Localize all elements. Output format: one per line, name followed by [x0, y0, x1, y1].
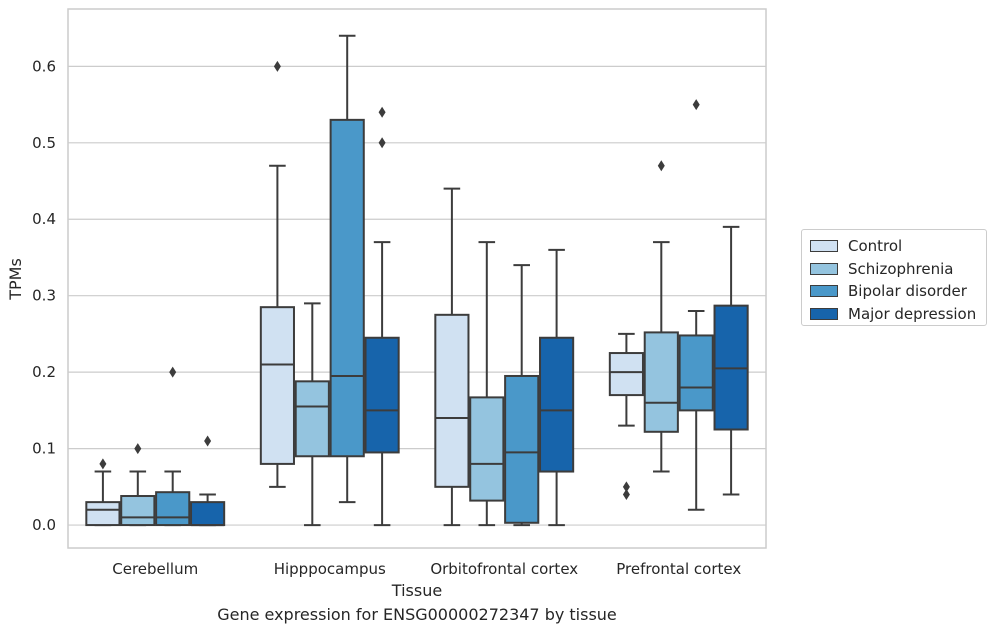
box-bipolar-disorder — [678, 99, 714, 511]
box-iqr — [329, 118, 365, 458]
legend: Control Schizophrenia Bipolar disorder Majo… — [801, 229, 987, 326]
box-schizophrenia — [294, 302, 330, 527]
box-major-depression — [713, 225, 749, 496]
boxes-layer — [85, 34, 749, 527]
box-iqr — [469, 396, 505, 502]
box-iqr — [364, 336, 400, 454]
y-tick-label: 0.0 — [32, 516, 56, 534]
legend-swatch — [810, 240, 838, 253]
legend-label: Schizophrenia — [848, 259, 954, 278]
plot-frame — [67, 8, 767, 549]
box-iqr — [434, 313, 470, 488]
box-major-depression — [190, 435, 226, 527]
legend-swatch — [810, 262, 838, 275]
outlier-point — [622, 481, 630, 493]
box-iqr — [643, 331, 679, 433]
x-tick-label: Prefrontal cortex — [616, 560, 741, 578]
outlier-point — [657, 160, 665, 172]
box-bipolar-disorder — [329, 34, 365, 504]
legend-item: Control — [810, 235, 978, 258]
box-major-depression — [364, 106, 400, 527]
box-bipolar-disorder — [155, 366, 191, 527]
legend-label: Control — [848, 237, 903, 256]
y-tick-labels: 0.0 0.1 0.2 0.3 0.4 0.5 0.6 — [32, 57, 56, 534]
x-tick-label: Cerebellum — [112, 560, 198, 578]
outlier-point — [273, 60, 281, 72]
box-control — [434, 187, 470, 527]
y-tick-label: 0.4 — [32, 210, 56, 228]
x-tick-labels: Cerebellum Hipppocampus Orbitofrontal cort… — [112, 560, 741, 578]
box-major-depression — [539, 248, 575, 527]
box-control — [85, 458, 121, 527]
box-iqr — [294, 380, 330, 458]
legend-item: Major depression — [810, 303, 978, 326]
y-tick-label: 0.2 — [32, 363, 56, 381]
box-control — [259, 60, 295, 488]
gridlines — [68, 65, 766, 526]
y-tick-label: 0.6 — [32, 57, 56, 75]
box-iqr — [120, 495, 156, 527]
y-axis-label: TPMs — [6, 258, 25, 301]
box-schizophrenia — [120, 443, 156, 527]
y-tick-label: 0.5 — [32, 134, 56, 152]
legend-item: Bipolar disorder — [810, 280, 978, 303]
box-iqr — [259, 306, 295, 465]
box-iqr — [190, 501, 226, 527]
box-schizophrenia — [643, 160, 679, 473]
y-tick-label: 0.3 — [32, 287, 56, 305]
x-tick-label: Hipppocampus — [274, 560, 386, 578]
outlier-point — [204, 435, 212, 447]
chart-caption: Gene expression for ENSG00000272347 by t… — [217, 605, 617, 624]
box-iqr — [85, 501, 121, 527]
legend-swatch — [810, 307, 838, 320]
legend-swatch — [810, 285, 838, 298]
x-tick-label: Orbitofrontal cortex — [430, 560, 578, 578]
outlier-point — [692, 99, 700, 111]
outlier-point — [378, 137, 386, 149]
outlier-point — [378, 106, 386, 118]
x-axis-label: Tissue — [391, 581, 442, 600]
outlier-point — [99, 458, 107, 470]
outlier-point — [169, 366, 177, 378]
box-iqr — [504, 374, 540, 524]
outlier-point — [622, 488, 630, 500]
box-iqr — [155, 491, 191, 527]
box-iqr — [608, 352, 644, 397]
box-bipolar-disorder — [504, 264, 540, 527]
box-iqr — [539, 336, 575, 473]
box-control — [608, 332, 644, 500]
legend-item: Schizophrenia — [810, 258, 978, 281]
legend-label: Major depression — [848, 304, 977, 323]
legend-label: Bipolar disorder — [848, 282, 967, 301]
y-tick-label: 0.1 — [32, 440, 56, 458]
box-schizophrenia — [469, 241, 505, 527]
outlier-point — [134, 443, 142, 455]
box-iqr — [678, 334, 714, 412]
